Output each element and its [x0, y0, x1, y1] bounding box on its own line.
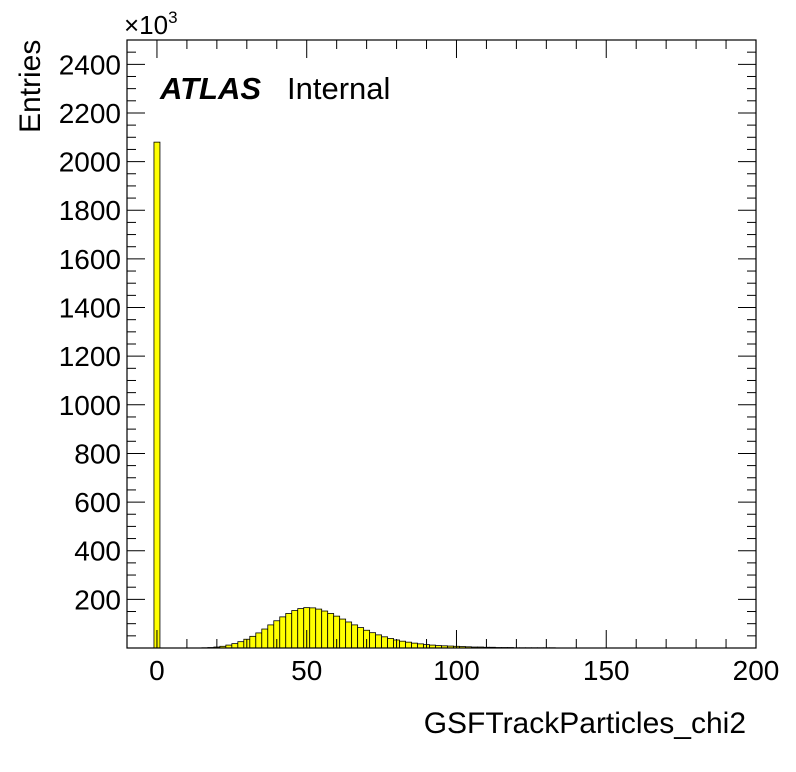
- x-tick-label: 200: [733, 655, 780, 686]
- histogram-bin: [291, 610, 299, 649]
- histogram-bin: [417, 643, 424, 649]
- x-axis-ticks: 0 50 100 150 200: [149, 40, 779, 686]
- histogram-bin: [369, 632, 377, 649]
- y-tick-label: 2000: [59, 147, 121, 178]
- histogram-bars: [153, 141, 556, 649]
- x-tick-label: 150: [583, 655, 630, 686]
- histogram-bin: [231, 643, 239, 649]
- histogram-bin: [153, 141, 161, 649]
- histogram-bin: [279, 616, 287, 649]
- histogram-bin: [267, 624, 275, 649]
- atlas-label: ATLAS: [159, 71, 261, 106]
- y-tick-label: 1800: [59, 195, 121, 226]
- histogram-bin: [357, 627, 365, 649]
- histogram-bin: [339, 618, 347, 649]
- histogram-bin: [327, 613, 335, 649]
- x-tick-label: 100: [433, 655, 480, 686]
- y-axis-ticks: 200 400 600 800 1000 1200 1400 1600 1800 2000 2200…: [59, 39, 756, 637]
- x-tick-label: 50: [291, 655, 322, 686]
- x-axis-label: GSFTrackParticles_chi2: [424, 707, 746, 740]
- histogram-bin: [405, 641, 412, 649]
- histogram-bin: [237, 641, 245, 649]
- histogram-bin: [309, 607, 317, 649]
- histogram-bin: [285, 613, 293, 649]
- histogram-bin: [375, 634, 382, 649]
- histogram-bin: [387, 638, 394, 649]
- y-tick-label: 200: [74, 584, 121, 615]
- x-tick-label: 0: [149, 655, 165, 686]
- histogram-bin: [297, 608, 305, 649]
- histogram-bin: [249, 635, 257, 649]
- histogram-bin: [321, 610, 329, 649]
- y-axis-label: Entries: [14, 40, 47, 133]
- plot-frame: [126, 39, 757, 649]
- status-label: Internal: [287, 71, 390, 106]
- histogram-bin: [345, 621, 353, 649]
- y-tick-label: 2200: [59, 98, 121, 129]
- y-tick-label: 400: [74, 536, 121, 567]
- histogram-bin: [411, 642, 418, 649]
- y-multiplier-exponent: 3: [168, 8, 177, 27]
- y-tick-label: 1400: [59, 293, 121, 324]
- histogram-bin: [381, 636, 388, 649]
- histogram-bin: [351, 624, 359, 649]
- histogram-bin: [261, 628, 269, 649]
- histogram-bin: [315, 608, 323, 649]
- y-multiplier-label: ×103: [124, 8, 178, 40]
- y-tick-label: 1000: [59, 390, 121, 421]
- y-tick-label: 600: [74, 487, 121, 518]
- y-tick-label: 2400: [59, 49, 121, 80]
- y-tick-label: 800: [74, 438, 121, 469]
- y-tick-label: 1600: [59, 244, 121, 275]
- histogram-bin: [399, 640, 406, 649]
- histogram-bin: [255, 632, 263, 649]
- y-tick-label: 1200: [59, 341, 121, 372]
